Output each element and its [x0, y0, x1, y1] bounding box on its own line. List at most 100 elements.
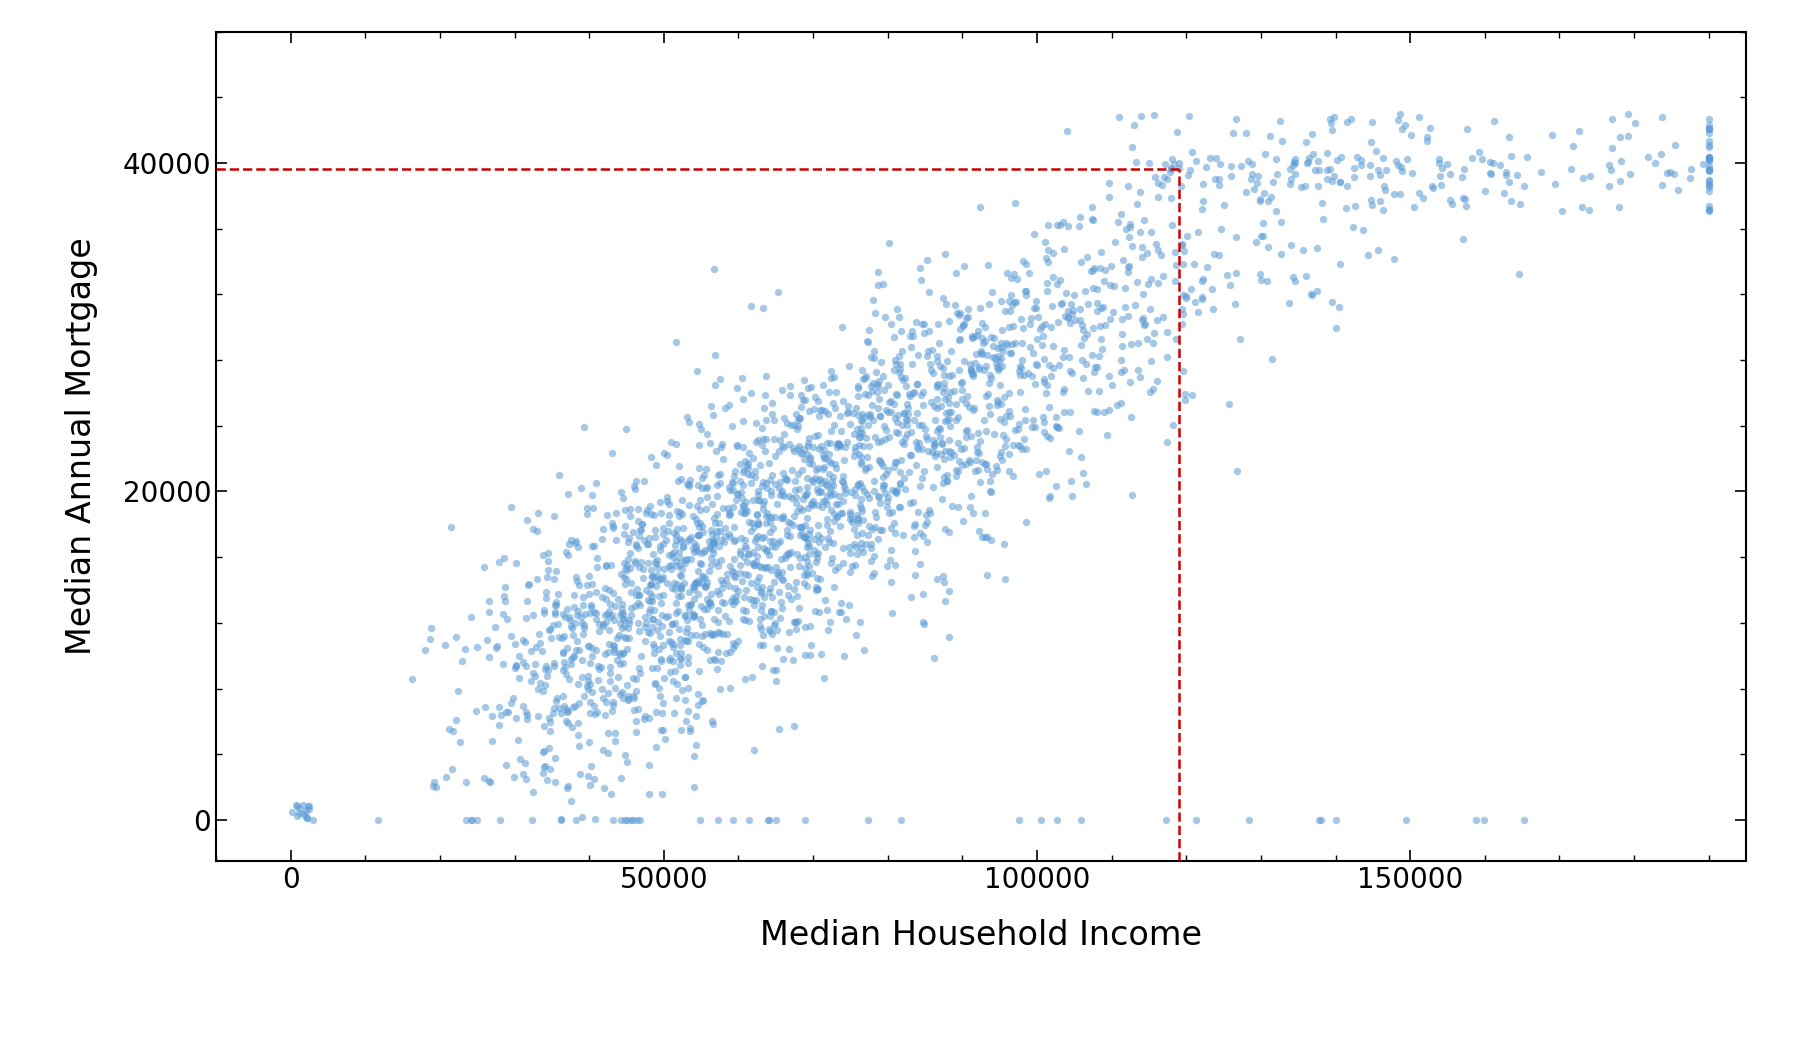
Point: [691, 570, 720, 587]
Point: [673, 632, 702, 649]
Point: [956, 361, 985, 378]
Point: [1222, 265, 1251, 281]
Point: [848, 456, 877, 472]
Point: [756, 509, 785, 526]
Point: [650, 731, 679, 748]
Point: [747, 583, 776, 600]
Point: [551, 658, 580, 675]
Point: [767, 509, 796, 526]
Point: [529, 682, 558, 699]
Point: [293, 810, 322, 826]
Point: [293, 810, 322, 826]
Point: [493, 610, 522, 627]
Point: [817, 550, 846, 567]
Point: [1098, 376, 1127, 393]
Point: [745, 636, 774, 653]
Point: [790, 574, 819, 591]
Point: [599, 520, 628, 537]
Point: [835, 504, 864, 521]
Point: [905, 555, 934, 572]
Point: [1478, 154, 1507, 171]
Point: [565, 738, 594, 755]
Point: [1433, 156, 1462, 173]
Point: [1204, 247, 1233, 264]
Point: [832, 438, 860, 455]
Point: [545, 699, 574, 716]
Point: [648, 526, 677, 543]
Point: [830, 478, 859, 495]
Point: [943, 462, 972, 479]
Point: [788, 519, 817, 536]
Point: [985, 376, 1013, 393]
Point: [986, 444, 1015, 461]
Point: [612, 812, 641, 828]
Point: [1008, 352, 1037, 369]
Point: [643, 566, 671, 583]
Point: [828, 494, 857, 510]
Point: [1143, 373, 1172, 390]
Point: [623, 540, 652, 557]
Point: [704, 644, 733, 660]
Point: [590, 606, 619, 623]
Point: [770, 469, 799, 486]
Point: [1246, 191, 1274, 208]
Point: [1051, 285, 1080, 301]
Point: [675, 531, 704, 548]
Point: [1118, 487, 1147, 504]
Point: [1451, 198, 1480, 215]
Point: [808, 494, 837, 510]
Point: [956, 454, 985, 470]
Point: [567, 808, 596, 825]
Point: [1021, 419, 1049, 436]
Point: [1010, 282, 1039, 299]
Point: [869, 276, 898, 293]
Point: [734, 513, 763, 530]
Point: [898, 494, 927, 510]
Point: [290, 804, 319, 821]
Point: [666, 581, 695, 597]
Point: [1143, 188, 1172, 205]
Point: [846, 490, 875, 507]
Point: [925, 357, 954, 374]
Point: [1397, 165, 1426, 182]
Point: [1177, 144, 1206, 161]
Point: [643, 551, 671, 568]
Point: [817, 455, 846, 471]
Point: [869, 468, 898, 485]
Point: [1012, 401, 1040, 418]
Point: [657, 556, 686, 573]
Point: [1114, 229, 1143, 246]
Point: [542, 692, 571, 709]
Point: [853, 812, 882, 828]
Point: [855, 405, 884, 422]
Point: [662, 605, 691, 622]
Point: [720, 532, 749, 549]
Point: [1085, 259, 1114, 276]
Point: [830, 474, 859, 490]
Point: [887, 323, 916, 340]
Point: [610, 502, 639, 519]
Point: [646, 570, 675, 587]
Point: [594, 622, 623, 638]
Point: [614, 611, 643, 628]
Point: [893, 378, 922, 395]
Point: [664, 507, 693, 524]
Point: [461, 702, 490, 719]
Point: [416, 621, 445, 637]
Point: [756, 603, 785, 620]
Point: [702, 527, 731, 544]
Point: [1049, 404, 1078, 421]
Point: [662, 645, 691, 662]
Point: [779, 613, 808, 630]
Point: [421, 778, 450, 795]
Point: [887, 371, 916, 387]
Point: [553, 601, 581, 617]
Point: [679, 609, 707, 626]
Point: [805, 440, 833, 457]
Point: [976, 472, 1004, 489]
Point: [760, 430, 788, 447]
Point: [1694, 202, 1723, 218]
Point: [913, 251, 941, 268]
Point: [985, 394, 1013, 411]
Point: [637, 611, 666, 628]
